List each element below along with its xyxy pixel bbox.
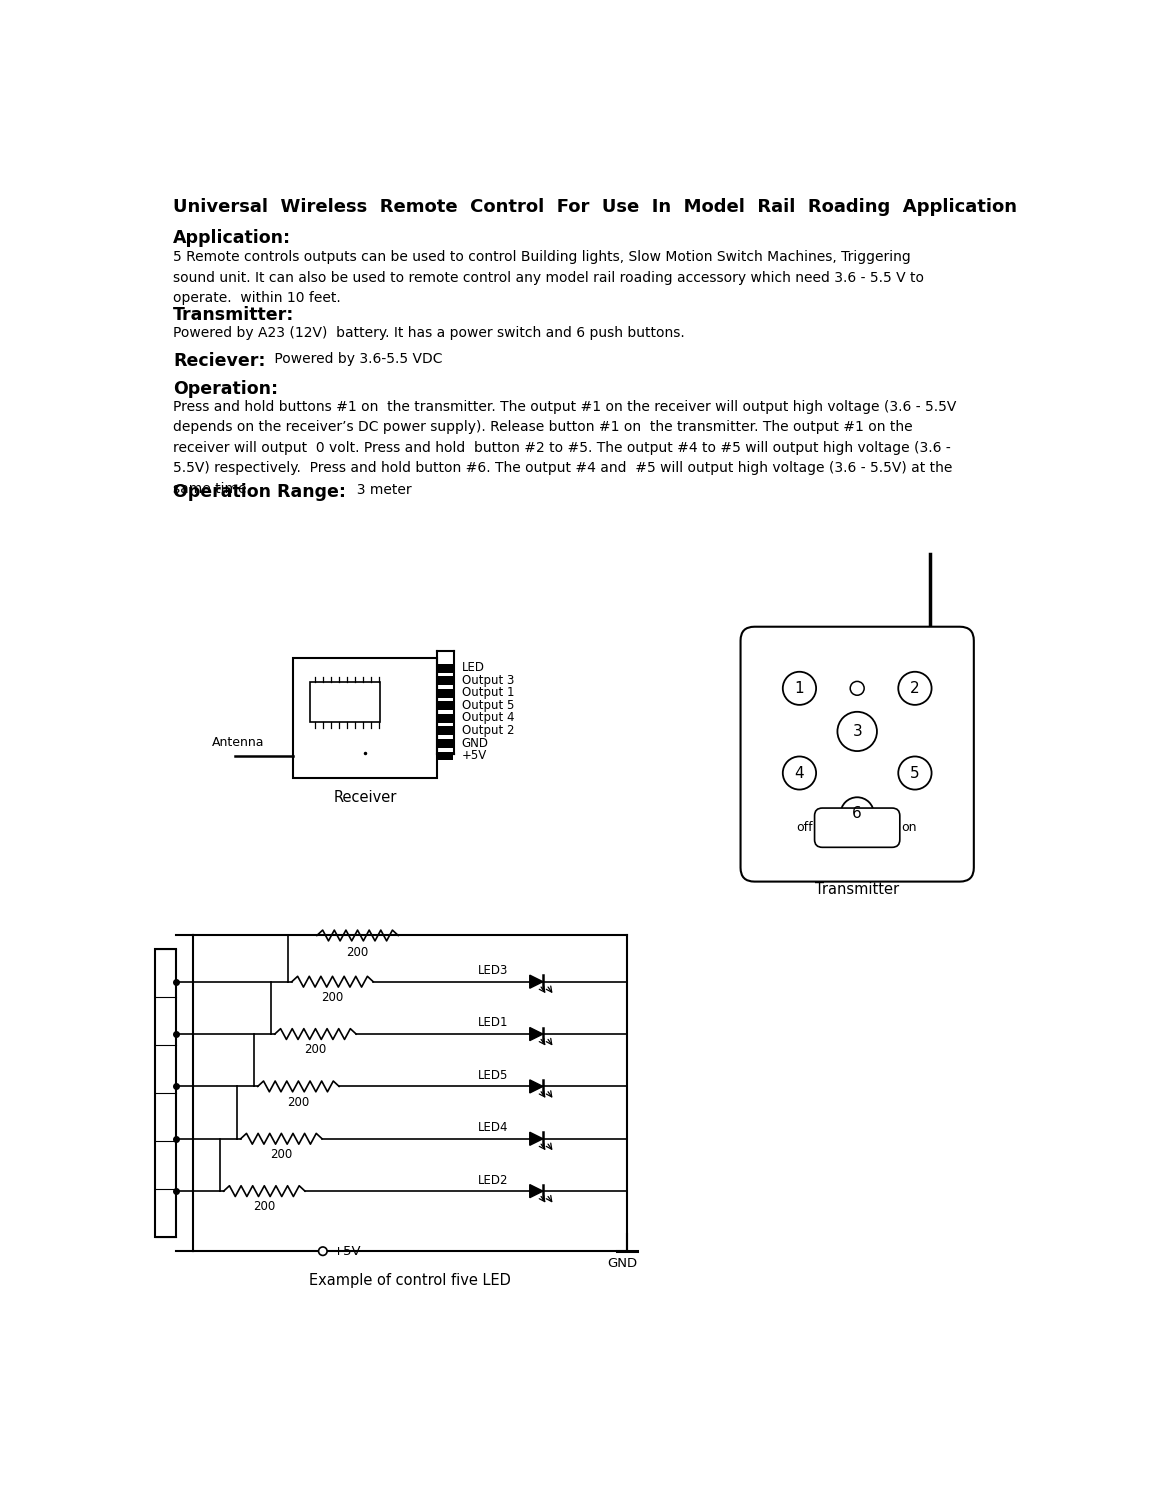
Text: 6: 6 [852, 806, 862, 821]
Text: GND: GND [462, 737, 489, 749]
Text: Antenna: Antenna [212, 735, 264, 749]
Text: 2: 2 [911, 681, 920, 696]
Text: 1: 1 [795, 681, 804, 696]
Text: 200: 200 [270, 1148, 292, 1160]
Text: 200: 200 [254, 1201, 276, 1213]
Bar [437, 663, 454, 672]
Bar [437, 752, 454, 761]
Bar [437, 677, 454, 684]
Text: 3: 3 [852, 723, 862, 738]
Text: LED3: LED3 [478, 964, 509, 977]
Text: LED1: LED1 [478, 1016, 509, 1030]
Text: 200: 200 [321, 991, 344, 1004]
Text: 5 Remote controls outputs can be used to control Building lights, Slow Motion Sw: 5 Remote controls outputs can be used to… [173, 251, 925, 305]
Text: GND: GND [607, 1258, 637, 1270]
Text: Output 2: Output 2 [462, 723, 514, 737]
Text: Universal  Wireless  Remote  Control  For  Use  In  Model  Rail  Roading  Applic: Universal Wireless Remote Control For Us… [173, 198, 1017, 216]
Text: Output 4: Output 4 [462, 711, 514, 725]
Circle shape [841, 797, 874, 830]
FancyBboxPatch shape [740, 627, 974, 881]
Text: 4: 4 [795, 766, 804, 781]
Text: Operation Range:: Operation Range: [173, 483, 346, 501]
Text: 5: 5 [911, 766, 920, 781]
Circle shape [898, 757, 932, 790]
Text: Example of control five LED: Example of control five LED [309, 1273, 511, 1288]
Text: Application:: Application: [173, 228, 291, 246]
Polygon shape [530, 1184, 542, 1198]
Bar [293, 659, 437, 778]
Text: Output 3: Output 3 [462, 674, 514, 687]
Text: 3 meter: 3 meter [347, 483, 411, 497]
Circle shape [837, 711, 877, 750]
Text: Transmitter:: Transmitter: [173, 306, 295, 324]
Text: 200: 200 [288, 1096, 310, 1109]
Polygon shape [530, 1028, 542, 1040]
Text: Powered by 3.6-5.5 VDC: Powered by 3.6-5.5 VDC [270, 351, 443, 366]
Polygon shape [530, 1132, 542, 1145]
Polygon shape [530, 1079, 542, 1093]
Text: off: off [796, 821, 812, 835]
Text: Powered by A23 (12V)  battery. It has a power switch and 6 push buttons.: Powered by A23 (12V) battery. It has a p… [173, 326, 685, 339]
Text: Receiver: Receiver [333, 790, 396, 805]
Text: Output 5: Output 5 [462, 699, 514, 711]
Polygon shape [530, 976, 542, 988]
Text: 200: 200 [304, 1043, 326, 1057]
Text: LED: LED [462, 662, 484, 674]
Bar [437, 714, 454, 723]
Text: Operation:: Operation: [173, 380, 278, 398]
Text: Press and hold buttons #1 on  the transmitter. The output #1 on the receiver wil: Press and hold buttons #1 on the transmi… [173, 399, 956, 495]
Text: LED4: LED4 [478, 1121, 509, 1135]
Text: Reciever:: Reciever: [173, 351, 265, 369]
Bar [311, 681, 380, 722]
Circle shape [319, 1247, 327, 1255]
Circle shape [783, 757, 816, 790]
Circle shape [783, 672, 816, 705]
Circle shape [898, 672, 932, 705]
Bar [437, 726, 454, 735]
Text: LED5: LED5 [478, 1069, 509, 1082]
FancyBboxPatch shape [815, 808, 900, 848]
Text: LED2: LED2 [478, 1174, 509, 1186]
Text: Transmitter: Transmitter [815, 881, 899, 896]
Bar [155, 949, 175, 1237]
Text: +5V: +5V [332, 1244, 361, 1258]
Bar [437, 689, 454, 698]
Bar [437, 738, 454, 747]
Circle shape [850, 681, 864, 695]
Bar [437, 701, 454, 710]
Text: on: on [901, 821, 916, 835]
Text: 200: 200 [346, 946, 368, 959]
Text: +5V: +5V [462, 749, 486, 763]
Text: Output 1: Output 1 [462, 686, 514, 699]
